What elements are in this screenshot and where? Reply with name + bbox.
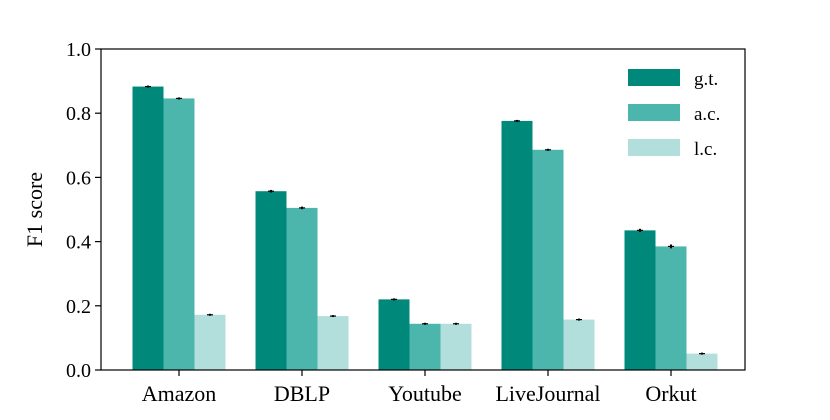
plot-frame	[100, 48, 746, 371]
legend-label-gt: g.t.	[694, 69, 718, 90]
y-tick-label: 0.4	[66, 232, 91, 254]
y-tick-label: 0.2	[66, 296, 91, 318]
bar-amazon-ac	[163, 98, 195, 371]
bar-orkut-ac	[655, 246, 687, 370]
y-tick-label: 0.6	[66, 167, 91, 189]
axes	[100, 48, 746, 371]
x-axis-ticks: Amazon DBLP Youtube LiveJournal Orkut	[142, 370, 697, 406]
error-bars-layer	[145, 85, 705, 355]
y-axis-ticks: 0.0 0.2 0.4 0.6 0.8 1.0	[66, 39, 101, 382]
y-axis-label: F1 score	[22, 172, 47, 247]
bar-orkut-gt	[624, 230, 656, 370]
bar-livejournal-lc	[563, 319, 595, 370]
bar-youtube-ac	[409, 323, 441, 370]
bar-youtube-lc	[440, 323, 472, 370]
bar-orkut-lc	[686, 353, 718, 370]
legend-swatch-gt	[628, 69, 680, 86]
y-tick-label: 0.8	[66, 103, 91, 125]
legend-label-ac: a.c.	[694, 104, 720, 125]
bar-dblp-gt	[255, 191, 287, 370]
bars-layer	[132, 86, 718, 371]
y-tick-label: 1.0	[66, 39, 91, 61]
legend: g.t. a.c. l.c.	[628, 69, 720, 160]
x-tick-label-amazon: Amazon	[142, 381, 217, 406]
legend-label-lc: l.c.	[694, 139, 717, 160]
bar-amazon-lc	[194, 314, 226, 370]
x-tick-label-dblp: DBLP	[274, 381, 330, 406]
bar-dblp-lc	[317, 316, 349, 370]
y-tick-label: 0.0	[66, 360, 91, 382]
x-tick-label-livejournal: LiveJournal	[495, 381, 600, 406]
x-tick-label-youtube: Youtube	[388, 381, 462, 406]
bar-youtube-gt	[378, 299, 410, 370]
x-tick-label-orkut: Orkut	[645, 381, 696, 406]
bar-amazon-gt	[132, 86, 164, 370]
legend-swatch-lc	[628, 139, 680, 156]
legend-swatch-ac	[628, 104, 680, 121]
bar-dblp-ac	[286, 207, 318, 370]
bar-livejournal-ac	[532, 149, 564, 370]
bar-livejournal-gt	[501, 120, 533, 371]
